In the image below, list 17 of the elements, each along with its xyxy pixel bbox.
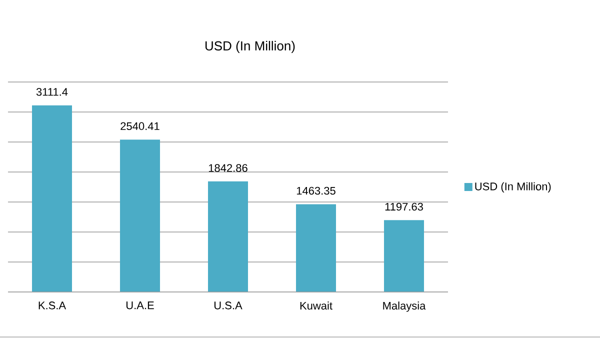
- bar: [32, 105, 72, 292]
- legend-label: USD (In Million): [475, 182, 551, 193]
- data-label: 3111.4: [36, 88, 68, 96]
- bar: [120, 140, 160, 292]
- data-label: 1463.35: [296, 186, 336, 195]
- x-tick-label: U.A.E: [126, 302, 154, 310]
- x-tick-label: K.S.A: [38, 302, 66, 310]
- bar: [384, 220, 424, 292]
- data-label: 1842.86: [208, 164, 248, 172]
- bar: [296, 204, 336, 292]
- x-tick-label: U.S.A: [214, 302, 242, 310]
- data-label: 1197.63: [385, 202, 423, 211]
- x-tick-label: Malaysia: [383, 302, 426, 312]
- chart-title: USD (In Million): [206, 40, 295, 54]
- data-label: 2540.41: [120, 122, 160, 130]
- bar: [208, 181, 248, 292]
- x-tick-label: Kuwait: [300, 302, 332, 310]
